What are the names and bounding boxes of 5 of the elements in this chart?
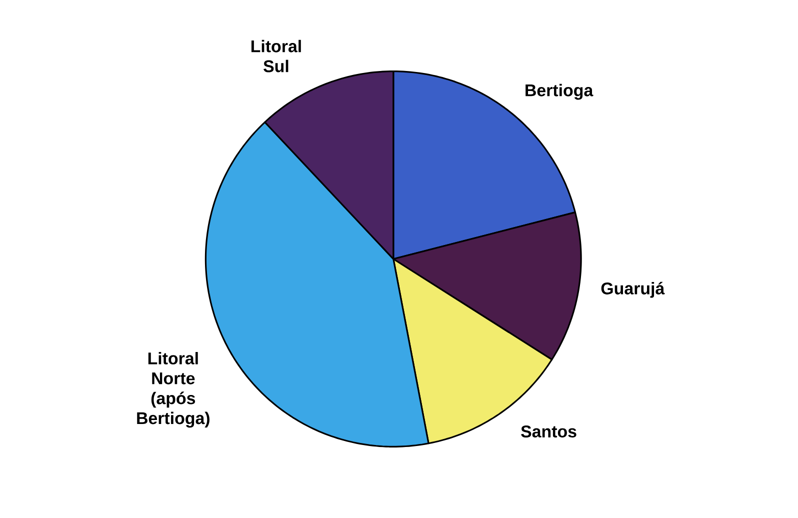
slice-label: Guarujá xyxy=(601,282,665,298)
slice-label: Litoral Norte (após Bertioga) xyxy=(137,352,210,428)
slice-label: Litoral Sul xyxy=(251,40,301,72)
slice-label: Bertioga xyxy=(526,84,594,100)
slice-label: Santos xyxy=(521,426,576,438)
